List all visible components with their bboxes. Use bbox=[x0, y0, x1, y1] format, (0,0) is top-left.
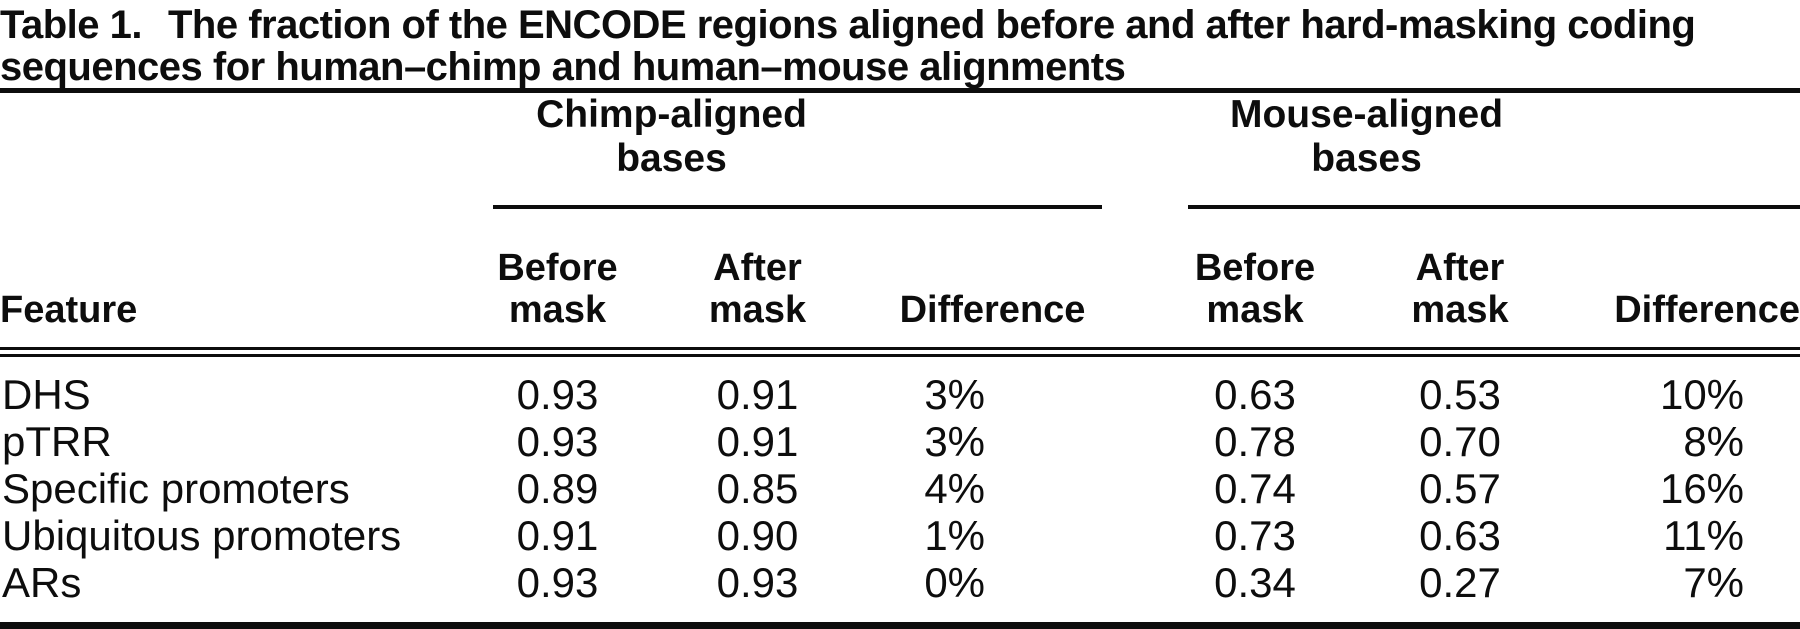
value-cell: 11% bbox=[1663, 512, 1745, 559]
results-table: Chimp-aligned bases Mouse-aligned bases … bbox=[0, 93, 1800, 606]
group-header-mouse: Mouse-aligned bases bbox=[1135, 93, 1800, 209]
table-row-ubiquitous-promoters: Ubiquitous promoters 0.91 0.90 1% 0.73 0… bbox=[0, 512, 1800, 559]
value-cell: 0.91 bbox=[516, 512, 599, 559]
value-cell: 0.93 bbox=[516, 559, 599, 606]
value-cell: 0.73 bbox=[1214, 512, 1296, 559]
column-group-row: Chimp-aligned bases Mouse-aligned bases bbox=[0, 93, 1800, 209]
col-header-chimp-before-mask: Before mask bbox=[450, 209, 665, 357]
value-cell: 0.53 bbox=[1419, 371, 1501, 418]
value-cell: 7% bbox=[1683, 559, 1745, 606]
value-cell: 1% bbox=[924, 512, 986, 559]
table-number-label: Table 1. bbox=[0, 3, 142, 47]
value-cell: 0.89 bbox=[516, 465, 599, 512]
value-cell: 0.78 bbox=[1214, 418, 1296, 465]
group-header-chimp: Chimp-aligned bases bbox=[450, 93, 1135, 209]
feature-cell: ARs bbox=[2, 559, 82, 606]
feature-cell: Specific promoters bbox=[2, 465, 350, 512]
feature-cell: DHS bbox=[2, 371, 91, 418]
col-header-mouse-difference: Difference bbox=[1545, 209, 1800, 357]
title-rule bbox=[0, 88, 1800, 93]
table-row-ptrr: pTRR 0.93 0.91 3% 0.78 0.70 8% bbox=[0, 418, 1800, 465]
group-label-mouse: Mouse-aligned bases bbox=[1230, 93, 1504, 180]
value-cell: 0.63 bbox=[1419, 512, 1501, 559]
value-cell: 4% bbox=[924, 465, 986, 512]
table-row-ars: ARs 0.93 0.93 0% 0.34 0.27 7% bbox=[0, 559, 1800, 606]
col-header-mouse-after-mask: After mask bbox=[1375, 209, 1546, 357]
value-cell: 3% bbox=[924, 371, 986, 418]
value-cell: 8% bbox=[1683, 418, 1745, 465]
feature-cell: Ubiquitous promoters bbox=[2, 512, 402, 559]
value-cell: 10% bbox=[1659, 371, 1745, 418]
value-cell: 0% bbox=[924, 559, 986, 606]
table-title: Table 1. The fraction of the ENCODE regio… bbox=[0, 4, 1800, 88]
value-cell: 0.93 bbox=[516, 418, 599, 465]
value-cell: 0.90 bbox=[716, 512, 799, 559]
table-title-text: The fraction of the ENCODE regions align… bbox=[0, 3, 1696, 89]
value-cell: 3% bbox=[924, 418, 986, 465]
bottom-rule bbox=[0, 622, 1800, 629]
value-cell: 16% bbox=[1659, 465, 1745, 512]
value-cell: 0.93 bbox=[716, 559, 799, 606]
table-row-dhs: DHS 0.93 0.91 3% 0.63 0.53 10% bbox=[0, 352, 1800, 418]
value-cell: 0.34 bbox=[1214, 559, 1296, 606]
value-cell: 0.63 bbox=[1214, 371, 1296, 418]
value-cell: 0.27 bbox=[1419, 559, 1501, 606]
feature-cell: pTRR bbox=[2, 418, 112, 465]
value-cell: 0.85 bbox=[716, 465, 799, 512]
value-cell: 0.57 bbox=[1419, 465, 1501, 512]
value-cell: 0.91 bbox=[716, 418, 799, 465]
group-label-chimp: Chimp-aligned bases bbox=[536, 93, 807, 180]
col-header-chimp-after-mask: After mask bbox=[665, 209, 850, 357]
value-cell: 0.74 bbox=[1214, 465, 1296, 512]
col-header-feature: Feature bbox=[0, 209, 450, 357]
col-header-mouse-before-mask: Before mask bbox=[1135, 209, 1376, 357]
group-spacer bbox=[0, 93, 450, 209]
value-cell: 0.70 bbox=[1419, 418, 1501, 465]
table-row-specific-promoters: Specific promoters 0.89 0.85 4% 0.74 0.5… bbox=[0, 465, 1800, 512]
value-cell: 0.93 bbox=[516, 371, 599, 418]
column-header-row: Feature Before mask After mask Differenc… bbox=[0, 209, 1800, 357]
value-cell: 0.91 bbox=[716, 371, 799, 418]
col-header-chimp-difference: Difference bbox=[850, 209, 1136, 357]
